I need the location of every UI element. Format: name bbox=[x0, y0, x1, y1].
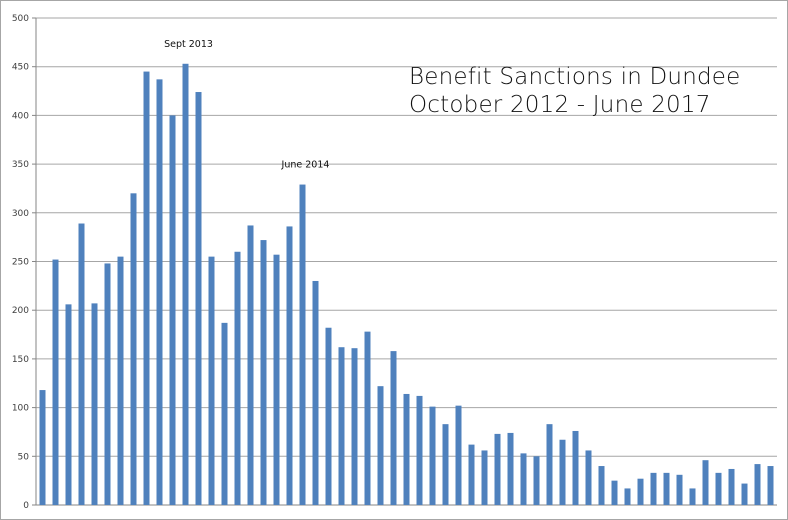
bar: Feb 2013: 207 bbox=[91, 303, 98, 505]
y-tick-label: 50 bbox=[18, 452, 30, 462]
bar: Jan 2013: 289 bbox=[78, 223, 85, 505]
bar: Nov 2014: 178 bbox=[364, 331, 371, 505]
bar: Feb 2016: 67 bbox=[559, 439, 566, 505]
y-tick-label: 150 bbox=[12, 355, 29, 365]
y-tick-label: 200 bbox=[12, 306, 29, 316]
bar: Jul 2015: 62 bbox=[468, 444, 475, 505]
chart-title: Benefit Sanctions in Dundee October 2012… bbox=[409, 63, 740, 119]
bar: May 2014: 286 bbox=[286, 226, 293, 505]
bar: Apr 2017: 22 bbox=[741, 483, 748, 505]
bar: Jan 2016: 83 bbox=[546, 424, 553, 505]
bar: Aug 2014: 182 bbox=[325, 327, 332, 505]
bar: Jul 2013: 437 bbox=[156, 79, 163, 505]
bar: Jan 2015: 158 bbox=[390, 351, 397, 505]
bar: Jun 2014: 329 bbox=[299, 184, 306, 505]
bar: Dec 2016: 17 bbox=[689, 488, 696, 505]
bar: Jun 2016: 25 bbox=[611, 480, 618, 505]
y-tick-label: 400 bbox=[12, 111, 29, 121]
bar: Sep 2015: 73 bbox=[494, 433, 501, 505]
bar: Dec 2015: 50 bbox=[533, 456, 540, 505]
bar: Oct 2015: 74 bbox=[507, 432, 514, 505]
bar: Oct 2012: 118 bbox=[39, 390, 46, 505]
y-tick-label: 500 bbox=[12, 14, 29, 24]
bar: May 2013: 320 bbox=[130, 193, 137, 505]
y-tick-label: 300 bbox=[12, 209, 29, 219]
bar: Apr 2014: 257 bbox=[273, 254, 280, 505]
bar: Mar 2013: 248 bbox=[104, 263, 111, 505]
bar: Aug 2016: 27 bbox=[637, 478, 644, 505]
bar: Jul 2016: 17 bbox=[624, 488, 631, 505]
bar: May 2015: 83 bbox=[442, 424, 449, 505]
bar: Sep 2014: 162 bbox=[338, 347, 345, 505]
bar: Feb 2014: 287 bbox=[247, 225, 254, 505]
bar: Dec 2012: 206 bbox=[65, 304, 72, 505]
bar: Jan 2017: 46 bbox=[702, 460, 709, 505]
y-tick-label: 350 bbox=[12, 160, 29, 170]
bar: Mar 2015: 112 bbox=[416, 395, 423, 505]
bar: Mar 2017: 37 bbox=[728, 468, 735, 505]
bar: Dec 2014: 122 bbox=[377, 386, 384, 505]
bar: Jun 2013: 445 bbox=[143, 71, 150, 505]
bar: Apr 2013: 255 bbox=[117, 256, 124, 505]
bar: Oct 2014: 161 bbox=[351, 348, 358, 505]
bar: Nov 2016: 31 bbox=[676, 474, 683, 505]
bar: May 2017: 42 bbox=[754, 464, 761, 505]
y-tick-label: 100 bbox=[12, 404, 29, 414]
bar: Dec 2013: 187 bbox=[221, 322, 228, 505]
bar: Aug 2015: 56 bbox=[481, 450, 488, 505]
bar: Nov 2015: 53 bbox=[520, 453, 527, 505]
y-tick-label: 0 bbox=[23, 501, 29, 511]
bar: Mar 2016: 76 bbox=[572, 430, 579, 505]
chart-title-line-1: Benefit Sanctions in Dundee bbox=[409, 64, 741, 90]
bar: Sep 2016: 33 bbox=[650, 472, 657, 505]
bar: Feb 2017: 33 bbox=[715, 472, 722, 505]
y-tick-label: 250 bbox=[12, 258, 29, 268]
bar: Apr 2016: 56 bbox=[585, 450, 592, 505]
bar: Jan 2014: 260 bbox=[234, 251, 241, 505]
bar: Jun 2015: 102 bbox=[455, 405, 462, 505]
bar: Feb 2015: 114 bbox=[403, 393, 410, 505]
bar: Sep 2013: 453 bbox=[182, 63, 189, 505]
bar: Apr 2015: 101 bbox=[429, 406, 436, 505]
bar: Jun 2017: 40 bbox=[767, 466, 774, 505]
chart-title-line-2: October 2012 - June 2017 bbox=[409, 92, 711, 118]
bar: Mar 2014: 272 bbox=[260, 240, 267, 505]
bar-annotation: June 2014 bbox=[281, 160, 330, 171]
bar: Nov 2012: 252 bbox=[52, 259, 59, 505]
bar: Nov 2013: 255 bbox=[208, 256, 215, 505]
bar: May 2016: 40 bbox=[598, 466, 605, 505]
bar: Jul 2014: 230 bbox=[312, 280, 319, 505]
bar-annotation: Sept 2013 bbox=[164, 39, 213, 50]
y-tick-label: 450 bbox=[12, 63, 29, 73]
bar: Oct 2016: 33 bbox=[663, 472, 670, 505]
bar: Oct 2013: 424 bbox=[195, 92, 202, 506]
bar: Aug 2013: 400 bbox=[169, 115, 176, 506]
